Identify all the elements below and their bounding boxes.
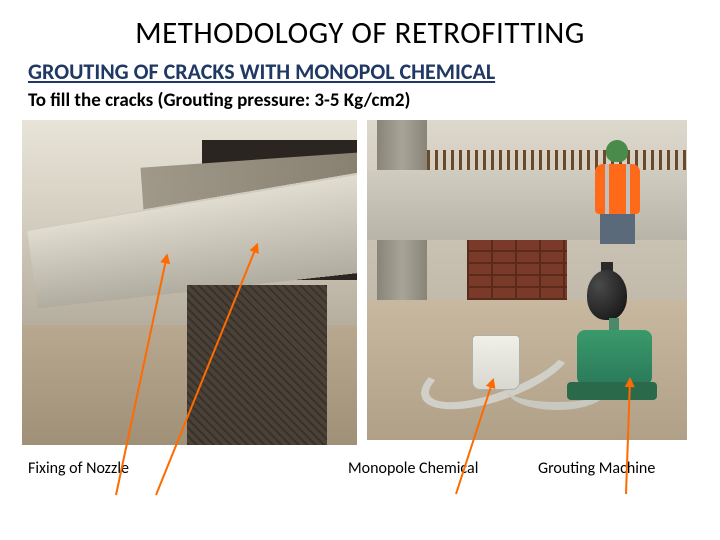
page-title: METHODOLOGY OF RETROFITTING [0, 0, 720, 52]
caption-chemical: Monopole Chemical [348, 459, 538, 478]
image-row [0, 112, 720, 445]
worker-figure [587, 140, 647, 240]
pressure-tank [587, 270, 627, 320]
photo-nozzle-fixing [22, 120, 357, 445]
description-text: To fill the cracks (Grouting pressure: 3… [0, 85, 720, 112]
caption-nozzle: Fixing of Nozzle [28, 459, 348, 478]
grouting-machine-body [577, 330, 652, 385]
caption-row: Fixing of Nozzle Monopole Chemical Grout… [0, 445, 720, 478]
section-subtitle: GROUTING OF CRACKS WITH MONOPOL CHEMICAL [0, 52, 720, 85]
caption-machine: Grouting Machine [538, 459, 692, 478]
photo-grouting-equipment [367, 120, 687, 440]
